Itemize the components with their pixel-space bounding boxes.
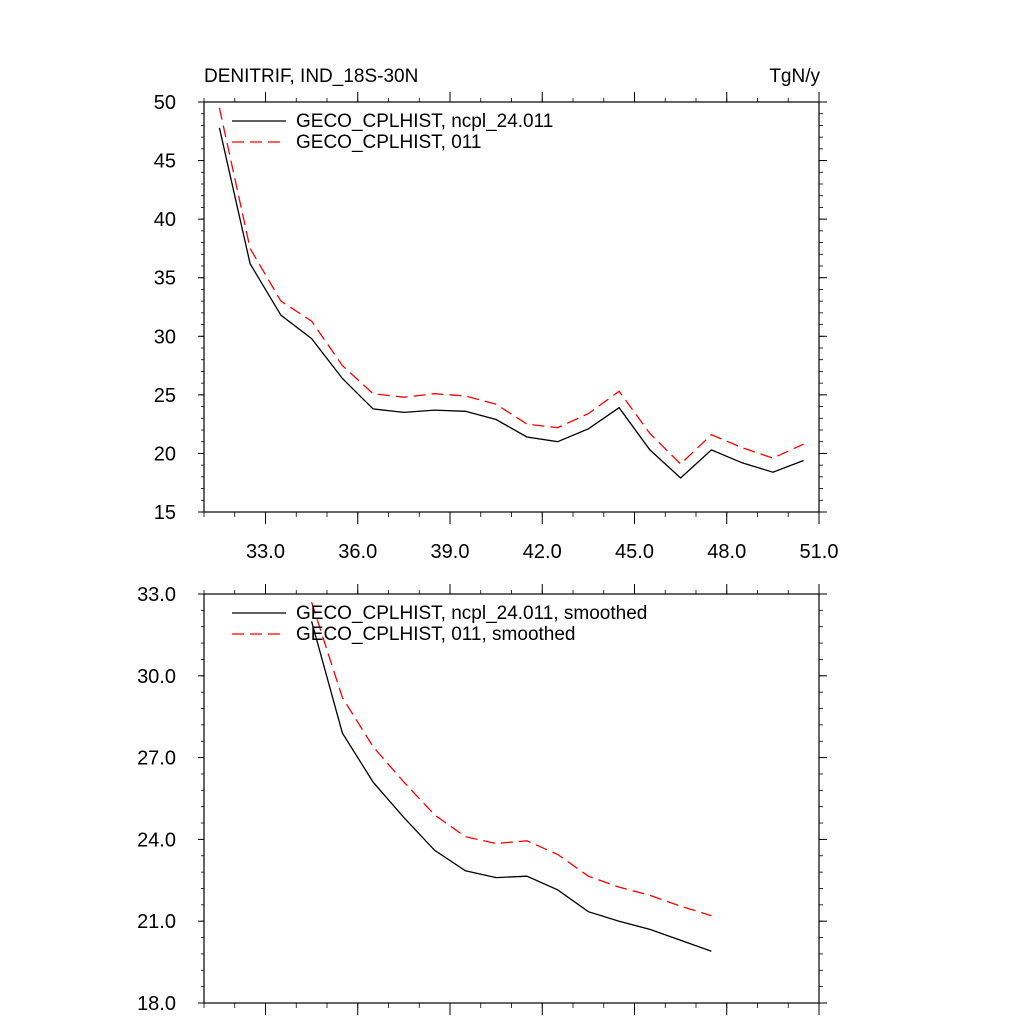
y-tick-label: 21.0 — [137, 911, 176, 933]
y-tick-label: 24.0 — [137, 829, 176, 851]
x-tick-label: 48.0 — [707, 541, 746, 563]
bottom-axis-tick-labels: 18.0 21.0 24.0 27.0 30.0 33.0 — [137, 584, 176, 1015]
y-tick-label: 50 — [154, 92, 176, 114]
legend-label-ncpl-smoothed: GECO_CPLHIST, ncpl_24.011, smoothed — [296, 603, 647, 624]
y-tick-label: 45 — [154, 151, 176, 173]
y-tick-label: 30 — [154, 326, 176, 348]
x-tick-label: 36.0 — [338, 541, 377, 563]
legend-label-011-smoothed: GECO_CPLHIST, 011, smoothed — [296, 624, 576, 645]
bottom-axis-ticks — [198, 584, 827, 1015]
x-tick-label: 42.0 — [523, 541, 562, 563]
y-tick-label: 35 — [154, 268, 176, 290]
series-line-011 — [310, 602, 712, 917]
legend-label-ncpl: GECO_CPLHIST, ncpl_24.011 — [296, 111, 553, 132]
top-panel: DENITRIF, IND_18S-30N TgN/y 15 20 25 30 35 40… — [154, 66, 839, 563]
bottom-legend: GECO_CPLHIST, ncpl_24.011, smoothed GECO… — [232, 603, 647, 645]
x-tick-label: 51.0 — [800, 541, 839, 563]
x-tick-label: 39.0 — [431, 541, 470, 563]
series-line-011 — [218, 107, 804, 465]
x-tick-label: 45.0 — [615, 541, 654, 563]
y-tick-label: 27.0 — [137, 748, 176, 770]
top-plot-frame — [203, 101, 820, 513]
bottom-panel: 18.0 21.0 24.0 27.0 30.0 33.0 GECO_CPLHIST, n… — [137, 584, 827, 1015]
y-tick-label: 20 — [154, 443, 176, 465]
y-tick-label: 25 — [154, 385, 176, 407]
bottom-series — [310, 602, 712, 952]
y-tick-label: 40 — [154, 209, 176, 231]
y-tick-label: 30.0 — [137, 666, 176, 688]
chart-title: DENITRIF, IND_18S-30N — [204, 66, 418, 87]
bottom-plot-frame — [203, 593, 820, 1004]
y-tick-label: 15 — [154, 502, 176, 524]
chart-units: TgN/y — [769, 66, 820, 87]
series-line-ncpl — [218, 127, 804, 479]
legend-label-011: GECO_CPLHIST, 011 — [296, 132, 482, 153]
series-line-ncpl — [310, 621, 712, 952]
top-axis-tick-labels: 15 20 25 30 35 40 45 50 33.0 36.0 39.0 42.0 45.0 48.0… — [154, 92, 839, 563]
y-tick-label: 33.0 — [137, 584, 176, 606]
top-series — [218, 107, 804, 479]
x-tick-label: 33.0 — [246, 541, 285, 563]
top-legend: GECO_CPLHIST, ncpl_24.011 GECO_CPLHIST, … — [232, 111, 553, 153]
y-tick-label: 18.0 — [137, 993, 176, 1015]
